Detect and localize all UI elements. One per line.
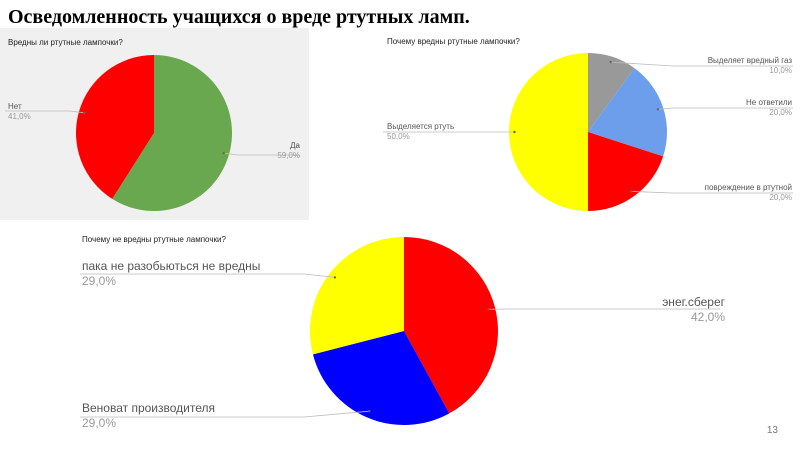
pie-slice [509, 53, 588, 211]
leader-dot [609, 60, 612, 64]
chart-title: Почему не вредны ртутные лампочки? [82, 235, 226, 244]
pie-slice [312, 331, 450, 425]
leader-dot [656, 108, 660, 111]
pie-slice [309, 237, 404, 355]
leader-line [610, 61, 793, 67]
slice-label-damage: повреждение в ртутной 20,0% [704, 183, 792, 202]
pie-slice [112, 55, 233, 211]
pie-chart-harmful [5, 55, 300, 211]
slice-label-yes: Да 59,0% [277, 141, 300, 160]
pie-slice [404, 237, 498, 414]
leader-dot [222, 152, 225, 155]
leader-dot [368, 410, 371, 413]
leader-line [80, 273, 335, 278]
leader-dot [630, 190, 633, 193]
pie-slice [588, 53, 635, 132]
slide-title: Осведомленность учащихся о вреде ртутных… [8, 6, 470, 28]
leader-line [5, 110, 85, 114]
leader-dot [83, 111, 86, 115]
leader-line [80, 410, 370, 418]
chart-title: Вредны ли ртутные лампочки? [8, 38, 123, 47]
slice-label-no-answer: Не ответили 20,0% [746, 98, 792, 117]
pie-chart-why-harmful [383, 53, 793, 211]
slice-label-no: Нет 41,0% [8, 102, 31, 121]
pie-chart-why-not-harmful [80, 237, 720, 425]
leader-line [657, 107, 793, 110]
pie-slice [588, 132, 664, 211]
leader-line [631, 191, 793, 194]
leader-dot [487, 308, 490, 311]
chart-panel-harmful: Вредны ли ртутные лампочки? Да 59,0% Нет… [0, 28, 309, 220]
leader-dot [333, 276, 337, 279]
slice-label-manufacturer: Веноват производителя 29,0% [82, 401, 216, 430]
page-number: 13 [766, 425, 778, 436]
chart-panel-why-not-harmful: Почему не вредны ртутные лампочки? энег.… [70, 228, 750, 443]
chart-title: Почему вредны ртутные лампочки? [387, 37, 520, 46]
leader-line [223, 152, 300, 156]
slice-label-mercury: Выделяется ртуть 50,0% [387, 122, 455, 141]
leader-dot [513, 130, 516, 134]
slice-label-not-broken: пака не разобьються не вредны 29,0% [82, 259, 261, 288]
slice-label-harmful-gas: Выделяет вредный газ 10,0% [707, 56, 792, 75]
pie-slice [76, 55, 154, 199]
slice-label-energy-saving: энег.сберег 42,0% [662, 295, 725, 324]
chart-panel-why-harmful: Почему вредны ртутные лампочки? Выделяет… [378, 30, 798, 220]
pie-slice [588, 68, 667, 157]
